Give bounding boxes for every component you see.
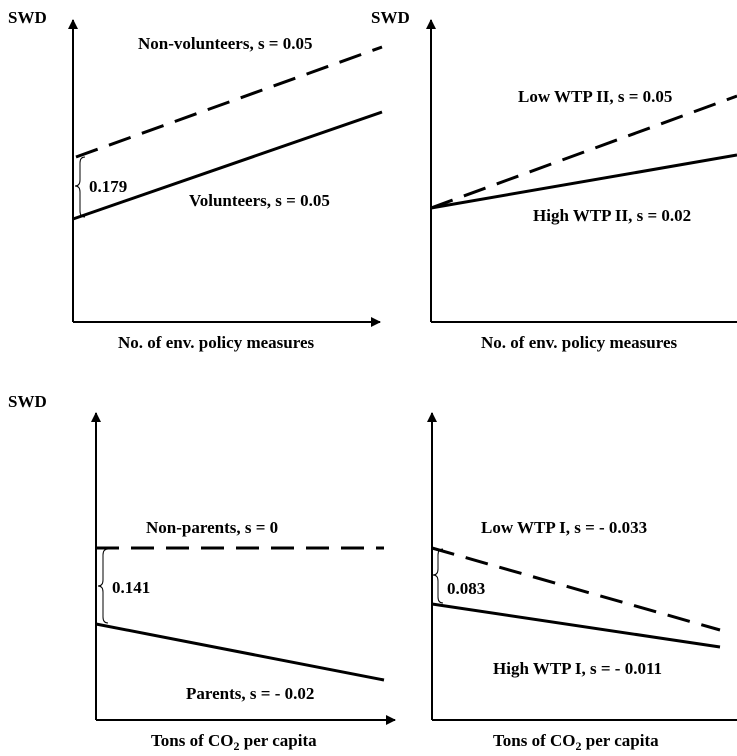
solid-line-label: Parents, s = - 0.02 — [186, 684, 314, 703]
panel-top-left: SWD No. of env. policy measures Non-volu… — [8, 8, 383, 352]
panel-top-right: SWD No. of env. policy measures Low WTP … — [371, 8, 737, 352]
y-axis-label: SWD — [371, 8, 410, 27]
gap-value-label: 0.141 — [112, 578, 150, 597]
solid-line-high-wtp-ii — [430, 153, 737, 210]
solid-line-label: High WTP I, s = - 0.011 — [493, 659, 662, 678]
solid-line-high-wtp-i — [431, 602, 721, 649]
gap-value-label: 0.179 — [89, 177, 127, 196]
x-axis-label: No. of env. policy measures — [481, 333, 678, 352]
dashed-line-low-wtp-ii — [430, 94, 737, 210]
x-axis-label: Tons of CO2 per capita — [493, 731, 659, 751]
solid-line-label: Volunteers, s = 0.05 — [189, 191, 330, 210]
dashed-line-low-wtp-i — [431, 546, 721, 632]
solid-line-volunteers — [72, 110, 383, 221]
dashed-line-label: Low WTP I, s = - 0.033 — [481, 518, 647, 537]
solid-line-parents — [95, 622, 385, 682]
dashed-line-label: Non-parents, s = 0 — [146, 518, 278, 537]
gap-brace — [74, 156, 86, 218]
gap-brace — [432, 548, 444, 604]
dashed-line-non-volunteers — [75, 45, 383, 159]
y-axis-label: SWD — [8, 392, 47, 411]
y-axis-label: SWD — [8, 8, 47, 27]
gap-value-label: 0.083 — [447, 579, 485, 598]
dashed-line-label: Low WTP II, s = 0.05 — [518, 87, 672, 106]
panel-bottom-left: SWD Tons of CO2 per capita Non-parents, … — [8, 392, 396, 753]
solid-line-label: High WTP II, s = 0.02 — [533, 206, 691, 225]
dashed-line-label: Non-volunteers, s = 0.05 — [138, 34, 313, 53]
x-axis-label: No. of env. policy measures — [118, 333, 315, 352]
x-axis-label: Tons of CO2 per capita — [151, 731, 317, 751]
gap-brace — [97, 548, 109, 624]
panel-bottom-right: Tons of CO2 per capita Low WTP I, s = - … — [427, 412, 737, 753]
